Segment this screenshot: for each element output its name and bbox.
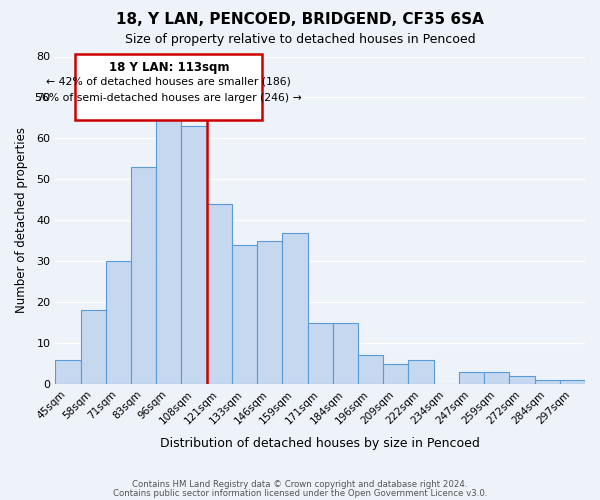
Bar — [409, 360, 434, 384]
Bar — [383, 364, 409, 384]
Bar — [459, 372, 484, 384]
Text: ← 42% of detached houses are smaller (186): ← 42% of detached houses are smaller (18… — [46, 76, 291, 86]
Text: Size of property relative to detached houses in Pencoed: Size of property relative to detached ho… — [125, 32, 475, 46]
Bar — [181, 126, 206, 384]
Bar — [283, 232, 308, 384]
Bar — [308, 322, 333, 384]
Bar — [206, 204, 232, 384]
Bar — [106, 262, 131, 384]
Bar — [257, 241, 283, 384]
Y-axis label: Number of detached properties: Number of detached properties — [15, 128, 28, 314]
Bar — [560, 380, 585, 384]
Bar — [55, 360, 80, 384]
Bar — [358, 356, 383, 384]
Text: 18 Y LAN: 113sqm: 18 Y LAN: 113sqm — [109, 60, 229, 74]
Bar — [131, 167, 156, 384]
X-axis label: Distribution of detached houses by size in Pencoed: Distribution of detached houses by size … — [160, 437, 480, 450]
Text: Contains public sector information licensed under the Open Government Licence v3: Contains public sector information licen… — [113, 488, 487, 498]
Bar — [535, 380, 560, 384]
Bar — [509, 376, 535, 384]
Bar — [80, 310, 106, 384]
FancyBboxPatch shape — [76, 54, 262, 120]
Bar — [333, 322, 358, 384]
Bar — [156, 114, 181, 384]
Bar — [484, 372, 509, 384]
Bar — [232, 245, 257, 384]
Text: 18, Y LAN, PENCOED, BRIDGEND, CF35 6SA: 18, Y LAN, PENCOED, BRIDGEND, CF35 6SA — [116, 12, 484, 28]
Text: Contains HM Land Registry data © Crown copyright and database right 2024.: Contains HM Land Registry data © Crown c… — [132, 480, 468, 489]
Text: 56% of semi-detached houses are larger (246) →: 56% of semi-detached houses are larger (… — [35, 92, 302, 102]
